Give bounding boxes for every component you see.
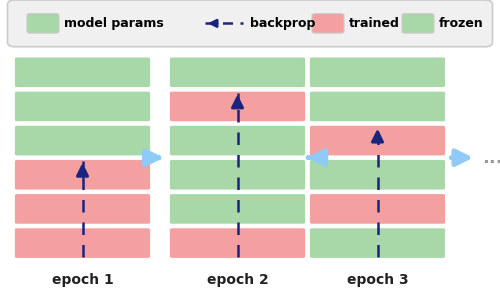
FancyBboxPatch shape [402,13,434,33]
FancyBboxPatch shape [168,193,306,225]
FancyBboxPatch shape [168,90,306,123]
FancyBboxPatch shape [27,13,59,33]
FancyBboxPatch shape [14,90,151,123]
FancyBboxPatch shape [308,227,446,259]
Text: ...: ... [482,149,500,167]
Text: frozen: frozen [438,17,484,30]
FancyBboxPatch shape [14,159,151,191]
FancyBboxPatch shape [308,124,446,157]
FancyBboxPatch shape [14,56,151,88]
FancyBboxPatch shape [168,56,306,88]
FancyBboxPatch shape [14,193,151,225]
FancyBboxPatch shape [308,90,446,123]
FancyBboxPatch shape [308,159,446,191]
Text: backprop: backprop [250,17,316,30]
FancyBboxPatch shape [14,227,151,259]
FancyBboxPatch shape [308,56,446,88]
Text: model params: model params [64,17,163,30]
FancyBboxPatch shape [168,159,306,191]
FancyBboxPatch shape [312,13,344,33]
FancyBboxPatch shape [168,227,306,259]
Text: epoch 2: epoch 2 [206,273,268,287]
Text: epoch 3: epoch 3 [346,273,408,287]
FancyBboxPatch shape [8,0,492,47]
FancyBboxPatch shape [14,124,151,157]
FancyBboxPatch shape [168,124,306,157]
Text: trained: trained [348,17,400,30]
FancyBboxPatch shape [308,193,446,225]
Text: epoch 1: epoch 1 [52,273,114,287]
